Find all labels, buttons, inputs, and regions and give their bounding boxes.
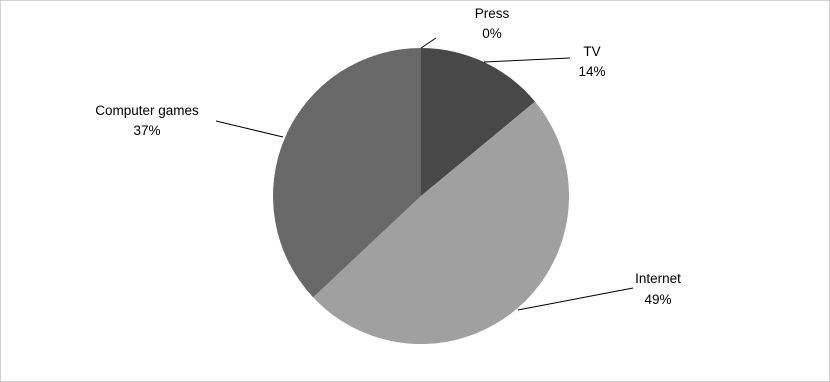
leader-line-press bbox=[420, 37, 437, 49]
slice-value-press: 0% bbox=[482, 26, 502, 41]
leader-line-computer-games bbox=[215, 120, 284, 138]
pie-slice-internet bbox=[313, 101, 569, 344]
slice-label-computer-games: Computer games bbox=[95, 103, 199, 118]
slice-label-internet: Internet bbox=[635, 271, 681, 286]
leader-line-tv bbox=[483, 57, 571, 63]
slice-label-press: Press bbox=[475, 6, 510, 21]
pie-slice-computer-games bbox=[273, 48, 421, 298]
slice-value-internet: 49% bbox=[644, 292, 671, 307]
slice-label-tv: TV bbox=[583, 44, 600, 59]
slice-value-tv: 14% bbox=[578, 64, 605, 79]
slice-value-computer-games: 37% bbox=[133, 123, 160, 138]
leader-line-internet bbox=[517, 287, 634, 311]
pie-slice-tv bbox=[421, 48, 536, 196]
